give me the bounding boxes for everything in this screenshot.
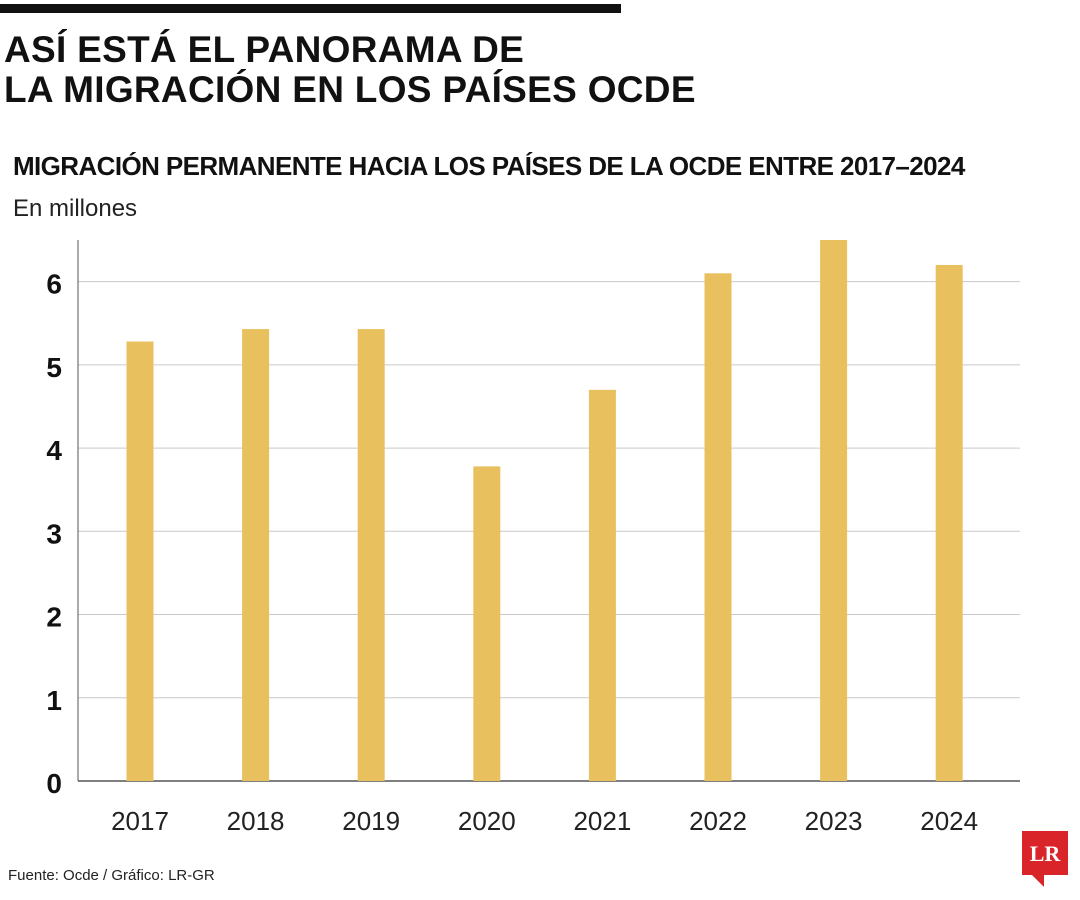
y-tick-label-5: 5 — [46, 352, 62, 383]
x-tick-label-2018: 2018 — [227, 806, 285, 836]
headline: ASÍ ESTÁ EL PANORAMA DE LA MIGRACIÓN EN … — [4, 30, 704, 110]
y-tick-label-6: 6 — [46, 269, 62, 300]
x-tick-label-2024: 2024 — [920, 806, 978, 836]
x-tick-label-2020: 2020 — [458, 806, 516, 836]
x-tick-label-2019: 2019 — [342, 806, 400, 836]
lr-logo: LR — [1022, 831, 1068, 887]
logo-text: LR — [1030, 841, 1062, 866]
y-tick-label-4: 4 — [46, 435, 62, 466]
x-tick-label-2022: 2022 — [689, 806, 747, 836]
y-tick-label-0: 0 — [46, 768, 62, 799]
bar-2017 — [126, 341, 154, 781]
bar-2024 — [935, 264, 963, 781]
y-tick-label-2: 2 — [46, 602, 62, 633]
bar-2019 — [357, 329, 385, 781]
chart-subtitle: En millones — [13, 195, 138, 222]
bar-2020 — [473, 466, 501, 781]
bar-2022 — [704, 273, 732, 781]
x-tick-label-2021: 2021 — [573, 806, 631, 836]
bar-2023 — [820, 240, 848, 781]
source-note: Fuente: Ocde / Gráfico: LR-GR — [8, 867, 215, 884]
headline-line-1: ASÍ ESTÁ EL PANORAMA DE — [4, 29, 525, 70]
y-tick-label-3: 3 — [46, 518, 62, 549]
headline-line-2: LA MIGRACIÓN EN LOS PAÍSES OCDE — [4, 69, 696, 110]
x-tick-label-2017: 2017 — [111, 806, 169, 836]
x-tick-label-2023: 2023 — [805, 806, 863, 836]
bar-chart: 0 1 2 3 4 5 6 2017 2018 2019 2020 2021 2022 2023 2024 — [46, 240, 1020, 836]
top-rule — [0, 4, 621, 13]
y-tick-label-1: 1 — [46, 685, 62, 716]
chart-title: MIGRACIÓN PERMANENTE HACIA LOS PAÍSES DE… — [13, 151, 965, 181]
logo-badge-shape — [1022, 831, 1068, 887]
bar-2021 — [588, 389, 616, 781]
bar-2018 — [242, 329, 270, 781]
